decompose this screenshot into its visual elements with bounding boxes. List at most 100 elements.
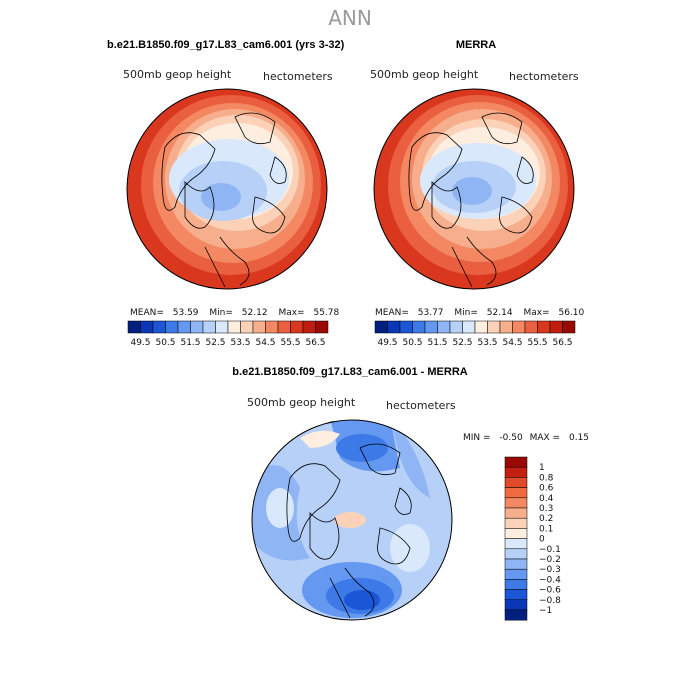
obs-units-label: hectometers xyxy=(509,70,579,83)
diff-colorbar-box xyxy=(504,477,528,488)
obs-colorbar-tick-label: 51.5 xyxy=(427,338,447,348)
diff-colorbar-box xyxy=(504,568,528,580)
model-colorbar-box xyxy=(315,320,329,334)
diff-colorbar-box xyxy=(504,466,528,478)
diff-colorbar-box xyxy=(504,558,528,570)
diff-colorbar-tick-label: 0.8 xyxy=(539,473,554,483)
obs-colorbar-box xyxy=(499,320,513,334)
model-map xyxy=(126,88,328,290)
diff-colorbar-tick-label: 0.2 xyxy=(539,514,553,524)
model-colorbar-box xyxy=(277,320,291,334)
diff-panel-header: b.e21.B1850.f09_g17.L83_cam6.001 - MERRA xyxy=(232,366,468,378)
model-colorbar-box xyxy=(127,320,141,334)
model-colorbar-box xyxy=(177,320,191,334)
diff-colorbar-box xyxy=(504,528,528,539)
diff-colorbar-tick-label: 0.6 xyxy=(539,484,554,494)
diff-colorbar-box xyxy=(504,599,528,611)
obs-colorbar-tick-label: 49.5 xyxy=(377,338,397,348)
model-colorbar-tick-label: 51.5 xyxy=(180,338,200,348)
model-stats: MEAN= 53.59 Min= 52.12 Max= 55.78 xyxy=(130,308,339,318)
obs-colorbar-box xyxy=(537,320,551,334)
diff-colorbar-tick-label: −0.1 xyxy=(539,545,561,555)
diff-min-value: -0.50 xyxy=(499,433,523,443)
obs-colorbar-box xyxy=(387,320,401,334)
diff-colorbar-box xyxy=(504,517,528,529)
obs-colorbar-box xyxy=(374,320,388,334)
diff-stats: MIN = -0.50 MAX = 0.15 xyxy=(463,433,589,443)
diff-units-label: hectometers xyxy=(386,399,456,412)
model-colorbar-box xyxy=(152,320,166,334)
obs-colorbar-tick-label: 53.5 xyxy=(477,338,497,348)
obs-min-value: 52.14 xyxy=(486,308,513,318)
diff-map xyxy=(251,419,453,621)
obs-colorbar: 49.5 50.5 51.5 52.5 53.5 54.5 55.5 56.5 xyxy=(374,320,576,348)
model-colorbar-box xyxy=(215,320,229,334)
model-colorbar-tick-label: 54.5 xyxy=(255,338,275,348)
diff-colorbar-box xyxy=(504,609,528,621)
obs-colorbar-box xyxy=(512,320,526,334)
model-colorbar-box xyxy=(190,320,204,334)
diff-colorbar-box xyxy=(504,538,528,550)
obs-colorbar-tick-label: 52.5 xyxy=(452,338,472,348)
diff-colorbar-tick-label: −0.2 xyxy=(539,555,561,565)
model-units-label: hectometers xyxy=(263,70,333,83)
obs-colorbar-box xyxy=(437,320,451,334)
model-mean-label: MEAN= xyxy=(130,308,164,318)
model-colorbar: 49.5 50.5 51.5 52.5 53.5 54.5 55.5 56.5 xyxy=(127,320,329,348)
diff-max-value: 0.15 xyxy=(568,433,590,443)
model-mean-value: 53.59 xyxy=(172,308,199,318)
diff-colorbar-box xyxy=(504,579,528,590)
model-colorbar-tick-label: 53.5 xyxy=(230,338,250,348)
obs-colorbar-box xyxy=(399,320,413,334)
model-max-label: Max= xyxy=(278,308,305,318)
obs-colorbar-box xyxy=(524,320,538,334)
model-colorbar-box xyxy=(227,320,241,334)
obs-variable-label: 500mb geop height xyxy=(370,68,479,81)
diff-colorbar-tick-label: 0.1 xyxy=(539,524,553,534)
obs-colorbar-box xyxy=(474,320,488,334)
model-max-value: 55.78 xyxy=(313,308,340,318)
obs-stats: MEAN= 53.77 Min= 52.14 Max= 56.10 xyxy=(375,308,584,318)
model-colorbar-tick-label: 49.5 xyxy=(130,338,150,348)
model-colorbar-tick-label: 50.5 xyxy=(155,338,175,348)
obs-max-label: Max= xyxy=(523,308,550,318)
diff-max-label: MAX = xyxy=(529,433,561,443)
model-colorbar-box xyxy=(252,320,266,334)
obs-colorbar-box xyxy=(462,320,476,334)
obs-colorbar-box xyxy=(487,320,501,334)
model-colorbar-box xyxy=(202,320,216,334)
diff-colorbar-box xyxy=(504,548,528,560)
model-colorbar-box xyxy=(240,320,254,334)
model-colorbar-box xyxy=(265,320,279,334)
obs-colorbar-tick-label: 50.5 xyxy=(402,338,422,348)
diff-colorbar: 10.80.60.40.30.20.10−0.1−0.2−0.3−0.4−0.6… xyxy=(504,456,561,621)
obs-panel-header: MERRA xyxy=(455,39,497,51)
diff-colorbar-tick-label: −0.6 xyxy=(539,586,561,596)
diff-colorbar-tick-label: 0.3 xyxy=(539,504,553,514)
diff-colorbar-tick-label: 1 xyxy=(539,463,545,473)
model-variable-label: 500mb geop height xyxy=(123,68,232,81)
obs-max-value: 56.10 xyxy=(558,308,585,318)
diff-variable-label: 500mb geop height xyxy=(247,396,356,409)
model-colorbar-box xyxy=(140,320,154,334)
obs-colorbar-box xyxy=(412,320,426,334)
diff-colorbar-box xyxy=(504,497,528,509)
model-colorbar-tick-label: 56.5 xyxy=(305,338,325,348)
page-title: ANN xyxy=(328,6,372,30)
model-colorbar-tick-label: 55.5 xyxy=(280,338,300,348)
obs-colorbar-tick-label: 56.5 xyxy=(552,338,572,348)
diff-min-label: MIN = xyxy=(463,433,491,443)
obs-colorbar-box xyxy=(549,320,563,334)
diff-colorbar-box xyxy=(504,507,528,519)
diff-colorbar-box xyxy=(504,456,528,468)
diff-colorbar-box xyxy=(504,487,528,499)
diff-colorbar-tick-label: −0.4 xyxy=(539,575,561,585)
diff-colorbar-tick-label: 0.4 xyxy=(539,494,554,504)
model-min-value: 52.12 xyxy=(241,308,268,318)
obs-mean-label: MEAN= xyxy=(375,308,409,318)
model-colorbar-tick-label: 52.5 xyxy=(205,338,225,348)
diff-colorbar-tick-label: 0 xyxy=(539,535,545,545)
obs-map xyxy=(373,88,575,290)
model-colorbar-box xyxy=(290,320,304,334)
obs-mean-value: 53.77 xyxy=(417,308,444,318)
